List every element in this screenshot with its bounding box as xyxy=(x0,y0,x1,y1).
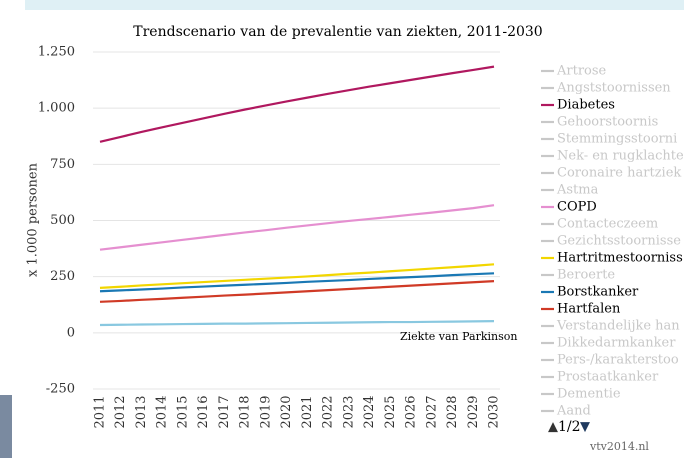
legend-label[interactable]: Pers-/karakterstoo xyxy=(557,353,679,368)
x-tick-label: 2021 xyxy=(300,395,315,428)
legend-label[interactable]: Astma xyxy=(556,183,599,198)
x-tick-label: 2014 xyxy=(155,395,170,428)
legend-label[interactable]: COPD xyxy=(557,200,597,215)
y-tick-label: 750 xyxy=(50,157,75,172)
legend-label[interactable]: Contacteczeem xyxy=(557,217,658,232)
y-tick-label: 1.000 xyxy=(38,101,75,116)
x-tick-label: 2030 xyxy=(487,395,502,428)
legend-label[interactable]: Prostaatkanker xyxy=(557,370,659,385)
x-tick-label: 2011 xyxy=(93,395,108,428)
x-tick-label: 2025 xyxy=(383,395,398,428)
x-tick-label: 2015 xyxy=(175,395,190,428)
x-tick-label: 2022 xyxy=(321,395,336,428)
x-tick-label: 2024 xyxy=(362,395,377,428)
annotation: Ziekte van Parkinson xyxy=(400,330,517,343)
legend-label[interactable]: Aand xyxy=(556,404,591,419)
pager-up[interactable]: ▲ xyxy=(548,420,558,435)
y-tick-label: 1.250 xyxy=(38,45,75,60)
y-tick-label: 500 xyxy=(50,213,75,228)
x-tick-label: 2016 xyxy=(196,395,211,428)
top-strip xyxy=(25,0,684,10)
pager: 1/2 xyxy=(558,419,581,435)
source: vtv2014.nl xyxy=(589,440,649,453)
y-tick-label: 0 xyxy=(67,325,75,340)
y-tick-label: -250 xyxy=(46,382,75,397)
legend-label[interactable]: Borstkanker xyxy=(557,285,639,300)
legend-label[interactable]: Coronaire hartziek xyxy=(557,166,681,181)
legend-label[interactable]: Angststoornissen xyxy=(556,81,671,96)
legend-label[interactable]: Dementie xyxy=(557,387,621,402)
x-tick-label: 2013 xyxy=(134,395,149,428)
chart: Trendscenario van de prevalentie van zie… xyxy=(0,0,684,458)
chart-title: Trendscenario van de prevalentie van zie… xyxy=(133,24,542,40)
legend-label[interactable]: Hartritmestoorniss xyxy=(557,251,683,266)
legend-label[interactable]: Diabetes xyxy=(557,98,615,113)
x-tick-label: 2020 xyxy=(279,395,294,428)
x-tick-label: 2018 xyxy=(238,395,253,428)
x-tick-label: 2029 xyxy=(466,395,481,428)
y-axis-label: x 1.000 personen xyxy=(26,162,41,277)
y-tick-label: 250 xyxy=(50,269,75,284)
x-tick-label: 2017 xyxy=(217,395,232,428)
legend-label[interactable]: Nek- en rugklachte xyxy=(557,149,684,164)
legend-label[interactable]: Gehoorstoornis xyxy=(557,115,658,130)
photo-fragment xyxy=(0,395,12,458)
x-tick-label: 2028 xyxy=(445,395,460,428)
legend-label[interactable]: Verstandelijke han xyxy=(556,319,680,334)
x-tick-label: 2027 xyxy=(424,395,439,428)
x-tick-label: 2019 xyxy=(258,395,273,428)
legend-label[interactable]: Gezichtsstoornisse xyxy=(557,234,681,249)
pager-down[interactable]: ▼ xyxy=(580,420,590,435)
legend-label[interactable]: Stemmingsstoorni xyxy=(557,132,677,147)
legend-label[interactable]: Artrose xyxy=(556,64,607,79)
legend-label[interactable]: Dikkedarmkanker xyxy=(557,336,676,351)
x-tick-label: 2026 xyxy=(404,395,419,428)
x-tick-label: 2012 xyxy=(113,395,128,428)
legend-label[interactable]: Hartfalen xyxy=(557,302,621,317)
legend-label[interactable]: Beroerte xyxy=(557,268,615,283)
x-tick-label: 2023 xyxy=(341,395,356,428)
